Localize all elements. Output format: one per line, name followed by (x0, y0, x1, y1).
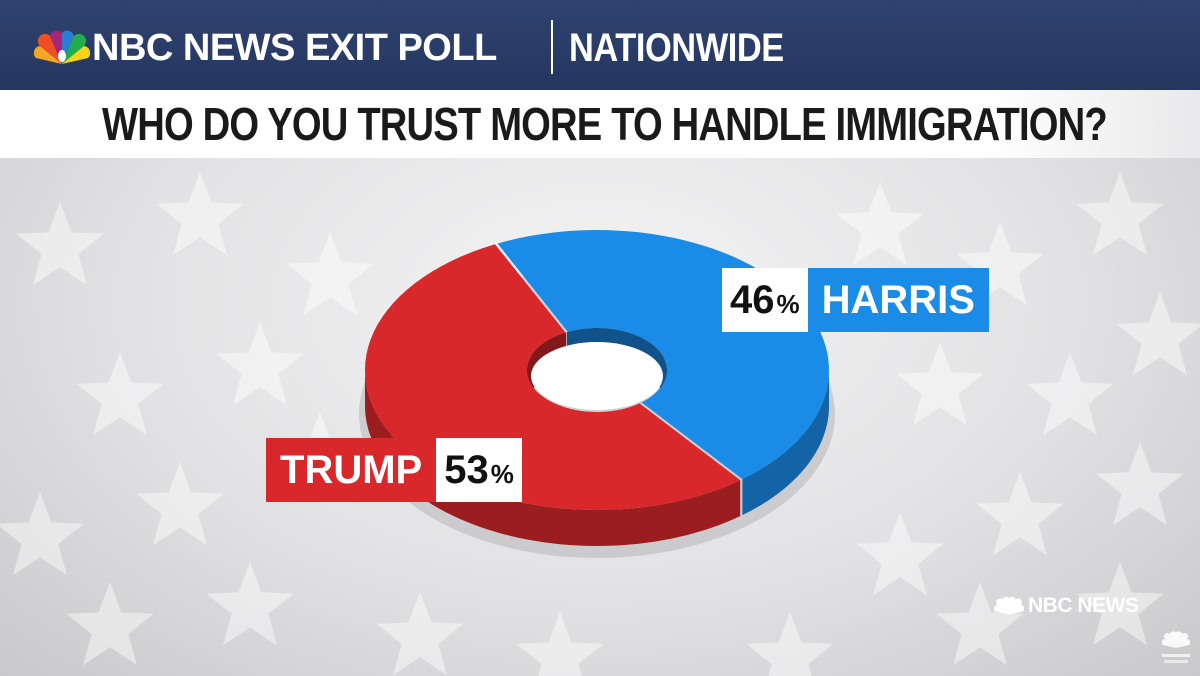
header-brand: NBC NEWS EXIT POLL (92, 27, 497, 69)
nbc-news-watermark: NBC NEWS (994, 592, 1139, 620)
background-star (1116, 292, 1200, 376)
trump-percent-sign: % (490, 458, 514, 489)
harris-label: 46% HARRIS (722, 268, 989, 332)
slice-side-harris (742, 370, 829, 516)
background-star (286, 232, 374, 316)
question-title: WHO DO YOU TRUST MORE TO HANDLE IMMIGRAT… (102, 98, 1108, 150)
background-star (66, 582, 154, 666)
trump-name: TRUMP (266, 438, 437, 502)
background-star (136, 462, 224, 546)
background-star (216, 322, 304, 406)
star-background (0, 172, 1200, 676)
trump-label: TRUMP 53% (266, 438, 522, 502)
subscribe-badge[interactable] (1156, 630, 1196, 670)
background-star (976, 472, 1064, 556)
trump-percent-box: 53% (436, 438, 522, 502)
background-star (1026, 352, 1114, 436)
question-band: WHO DO YOU TRUST MORE TO HANDLE IMMIGRAT… (0, 90, 1200, 158)
harris-percent: 46 (730, 277, 775, 322)
background-star (956, 222, 1044, 306)
harris-name: HARRIS (807, 268, 989, 332)
background-star (896, 342, 984, 426)
watermark-text: NBC NEWS (1028, 594, 1139, 617)
trump-percent: 53 (444, 447, 489, 492)
background-star (1076, 562, 1164, 646)
background-star (206, 562, 294, 646)
harris-percent-sign: % (776, 288, 800, 319)
background-star (516, 612, 604, 676)
background-star (1076, 172, 1164, 256)
harris-percent-box: 46% (722, 268, 808, 332)
background-star (16, 202, 104, 286)
background-star (936, 582, 1024, 666)
background-star (76, 352, 164, 436)
background-star (746, 612, 834, 676)
background-star (836, 182, 924, 266)
nbc-peacock-icon (994, 596, 1024, 615)
header-bar: NBC NEWS EXIT POLL NATIONWIDE (0, 0, 1200, 90)
background-star (0, 492, 84, 576)
donut-hole (531, 342, 663, 410)
header-divider (551, 20, 553, 74)
background-star (856, 512, 944, 596)
header-region: NATIONWIDE (569, 26, 784, 70)
background-star (1096, 442, 1184, 526)
nbc-peacock-icon (34, 30, 90, 64)
background-star (156, 172, 244, 256)
background-star (376, 592, 464, 676)
